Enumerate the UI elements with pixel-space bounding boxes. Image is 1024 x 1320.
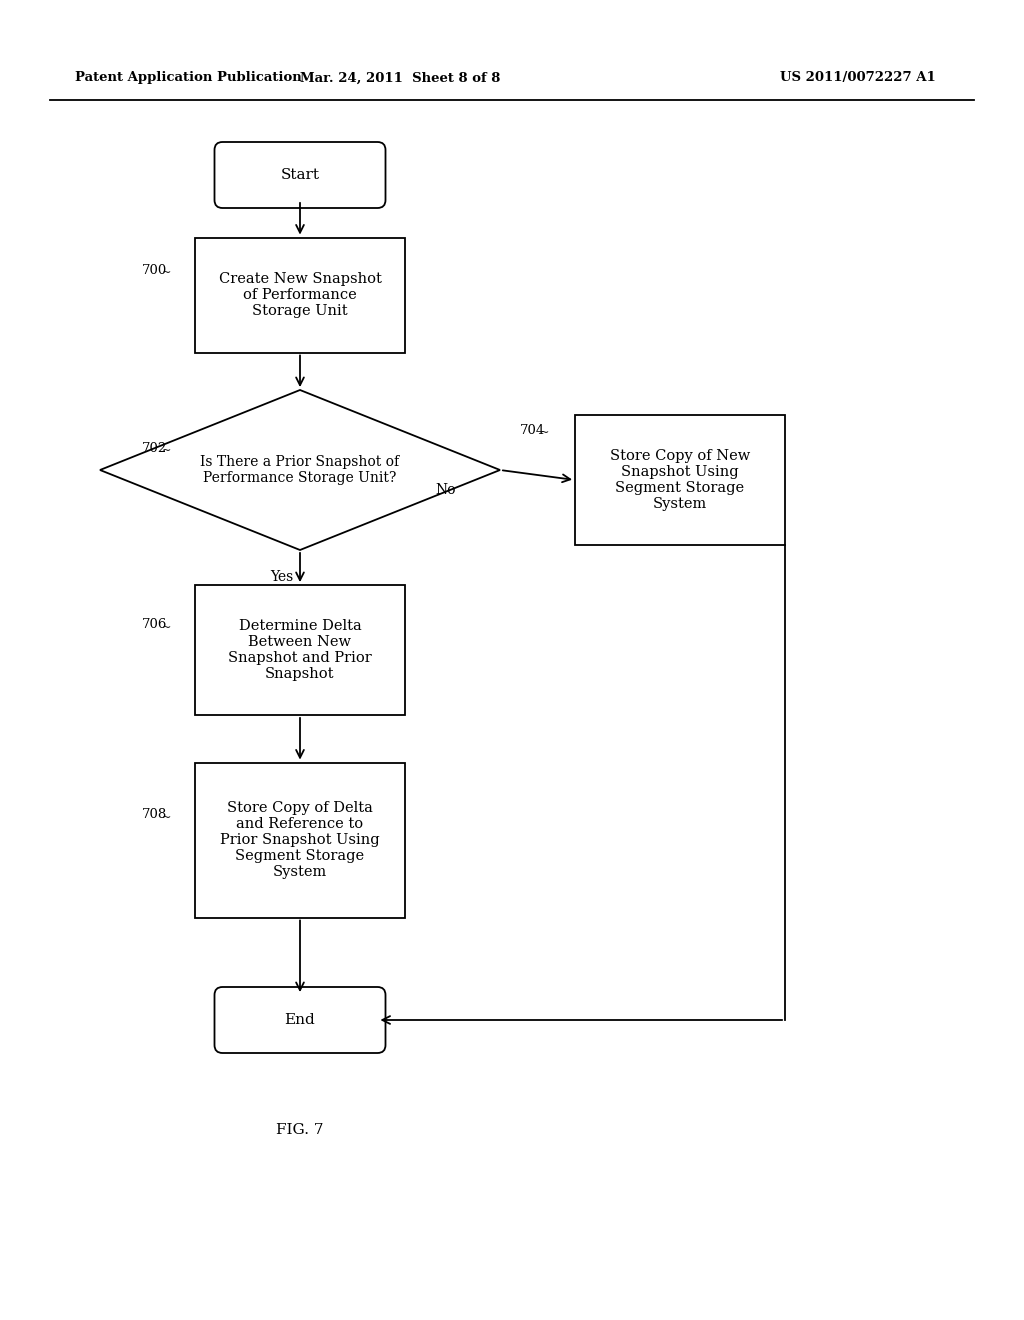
Text: ~: ~: [162, 446, 171, 455]
FancyBboxPatch shape: [214, 987, 385, 1053]
Text: End: End: [285, 1012, 315, 1027]
Bar: [195, 763, 406, 917]
Polygon shape: [100, 389, 500, 550]
Text: 700: 700: [142, 264, 167, 276]
Bar: [195, 585, 406, 715]
Text: Store Copy of New
Snapshot Using
Segment Storage
System: Store Copy of New Snapshot Using Segment…: [610, 449, 751, 511]
Text: Determine Delta
Between New
Snapshot and Prior
Snapshot: Determine Delta Between New Snapshot and…: [228, 619, 372, 681]
FancyBboxPatch shape: [214, 143, 385, 209]
Text: Yes: Yes: [270, 570, 293, 583]
Text: ~: ~: [540, 428, 549, 438]
Text: FIG. 7: FIG. 7: [276, 1123, 324, 1137]
Bar: [575, 414, 785, 545]
Text: 706: 706: [142, 619, 167, 631]
Text: Start: Start: [281, 168, 319, 182]
Text: 708: 708: [142, 808, 167, 821]
Text: Create New Snapshot
of Performance
Storage Unit: Create New Snapshot of Performance Stora…: [218, 272, 381, 318]
Bar: [195, 238, 406, 352]
Text: Is There a Prior Snapshot of
Performance Storage Unit?: Is There a Prior Snapshot of Performance…: [201, 455, 399, 486]
Text: Patent Application Publication: Patent Application Publication: [75, 71, 302, 84]
Text: No: No: [435, 483, 456, 498]
Text: Mar. 24, 2011  Sheet 8 of 8: Mar. 24, 2011 Sheet 8 of 8: [300, 71, 500, 84]
Text: 702: 702: [142, 441, 167, 454]
Text: Store Copy of Delta
and Reference to
Prior Snapshot Using
Segment Storage
System: Store Copy of Delta and Reference to Pri…: [220, 801, 380, 879]
Text: ~: ~: [162, 623, 171, 634]
Text: ~: ~: [162, 813, 171, 822]
Text: 704: 704: [520, 424, 545, 437]
Text: ~: ~: [162, 268, 171, 279]
Text: US 2011/0072227 A1: US 2011/0072227 A1: [780, 71, 936, 84]
